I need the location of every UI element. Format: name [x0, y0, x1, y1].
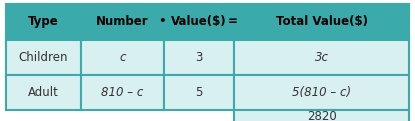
- Bar: [234, 4, 409, 40]
- Text: •: •: [158, 15, 166, 28]
- Text: Number: Number: [96, 15, 149, 28]
- Bar: [234, 75, 409, 110]
- Bar: [164, 4, 234, 40]
- Bar: [6, 40, 81, 75]
- Bar: [6, 4, 81, 40]
- Text: 3c: 3c: [315, 51, 329, 64]
- Text: 3: 3: [195, 51, 203, 64]
- Text: Value($): Value($): [171, 15, 227, 28]
- Text: 2820: 2820: [307, 110, 337, 121]
- Text: Adult: Adult: [28, 86, 59, 99]
- Text: c: c: [119, 51, 126, 64]
- Bar: [81, 75, 164, 110]
- Text: 810 – c: 810 – c: [101, 86, 144, 99]
- Bar: [81, 4, 164, 40]
- Text: Total Value($): Total Value($): [276, 15, 368, 28]
- Text: Type: Type: [28, 15, 59, 28]
- Bar: [234, 110, 409, 121]
- Bar: [164, 40, 234, 75]
- Text: 5: 5: [195, 86, 203, 99]
- Bar: [164, 75, 234, 110]
- Bar: [234, 40, 409, 75]
- Bar: [6, 75, 81, 110]
- Text: Children: Children: [19, 51, 68, 64]
- Bar: [81, 40, 164, 75]
- Text: 5(810 – c): 5(810 – c): [292, 86, 351, 99]
- Text: =: =: [227, 15, 237, 28]
